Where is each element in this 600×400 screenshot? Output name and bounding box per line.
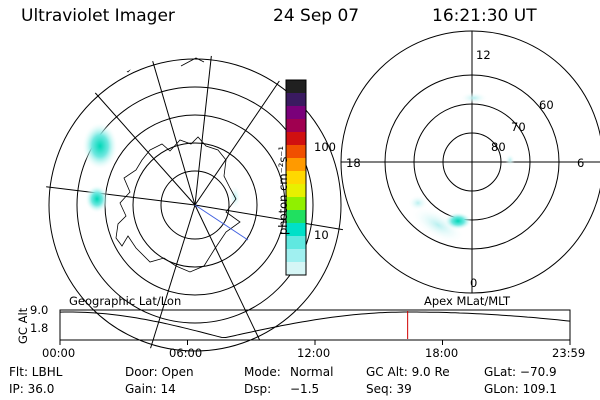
mlat-label-80: 80 <box>491 140 506 154</box>
colorbar <box>286 80 306 276</box>
timeline-ytick-bottom: 1.8 <box>30 321 49 335</box>
colorbar-swatch <box>286 132 306 146</box>
colorbar-swatch <box>286 249 306 263</box>
colorbar-swatch <box>286 158 306 172</box>
mode-value: Normal <box>290 365 334 379</box>
colorbar-swatch <box>286 210 306 224</box>
mode-label: Mode: <box>244 365 281 379</box>
timeline-axis-label: GC Alt <box>16 307 30 344</box>
mlat-label-70: 70 <box>511 120 526 134</box>
mlt-label-0: 0 <box>470 276 478 290</box>
timeline-left-title: Geographic Lat/Lon <box>69 294 182 308</box>
colorbar-tick-10: 10 <box>314 228 329 242</box>
mlat-label-60: 60 <box>539 98 554 112</box>
colorbar-swatch <box>286 93 306 107</box>
colorbar-tick-100: 100 <box>314 140 336 154</box>
ip-readout: IP: 36.0 <box>9 382 55 396</box>
time-label: 16:21:30 UT <box>432 6 537 26</box>
timeline-plot <box>59 309 571 345</box>
colorbar-swatch <box>286 106 306 120</box>
date-label: 24 Sep 07 <box>273 6 360 26</box>
colorbar-swatch <box>286 171 306 185</box>
seq-readout: Seq: 39 <box>366 382 412 396</box>
timeline-right-title: Apex MLat/MLT <box>424 294 511 308</box>
colorbar-swatch <box>286 80 306 94</box>
polar-plot <box>340 30 600 294</box>
colorbar-swatch <box>286 236 306 250</box>
gain-readout: Gain: 14 <box>125 382 176 396</box>
app-title: Ultraviolet Imager <box>21 6 175 26</box>
colorbar-unit-label: photon cm⁻²s⁻¹ <box>276 146 290 235</box>
mlt-label-6: 6 <box>577 156 585 170</box>
glon-readout: GLon: 109.1 <box>484 382 557 396</box>
colorbar-swatch <box>286 184 306 198</box>
time-tick-2359: 23:59 <box>552 346 586 360</box>
colorbar-frame <box>285 79 307 276</box>
time-tick-1800: 18:00 <box>425 346 459 360</box>
time-tick-0000: 00:00 <box>42 346 76 360</box>
altitude-curve <box>59 311 571 339</box>
time-tick-0600: 06:00 <box>169 346 203 360</box>
mlt-label-12: 12 <box>476 48 491 62</box>
colorbar-swatch <box>286 197 306 211</box>
timeline-ytick-top: 9.0 <box>30 303 49 317</box>
gc-alt-readout: GC Alt: 9.0 Re <box>366 365 450 379</box>
time-tick-1200: 12:00 <box>297 346 331 360</box>
colorbar-swatch <box>286 145 306 159</box>
colorbar-swatch <box>286 262 306 276</box>
colorbar-swatch <box>286 223 306 237</box>
geographic-map <box>45 55 345 355</box>
colorbar-swatch <box>286 119 306 133</box>
filter-readout: Flt: LBHL <box>9 365 63 379</box>
dsp-label: Dsp: <box>244 382 272 396</box>
door-readout: Door: Open <box>125 365 194 379</box>
dsp-value: −1.5 <box>290 382 320 396</box>
glat-readout: GLat: −70.9 <box>484 365 557 379</box>
mlt-label-18: 18 <box>346 156 361 170</box>
